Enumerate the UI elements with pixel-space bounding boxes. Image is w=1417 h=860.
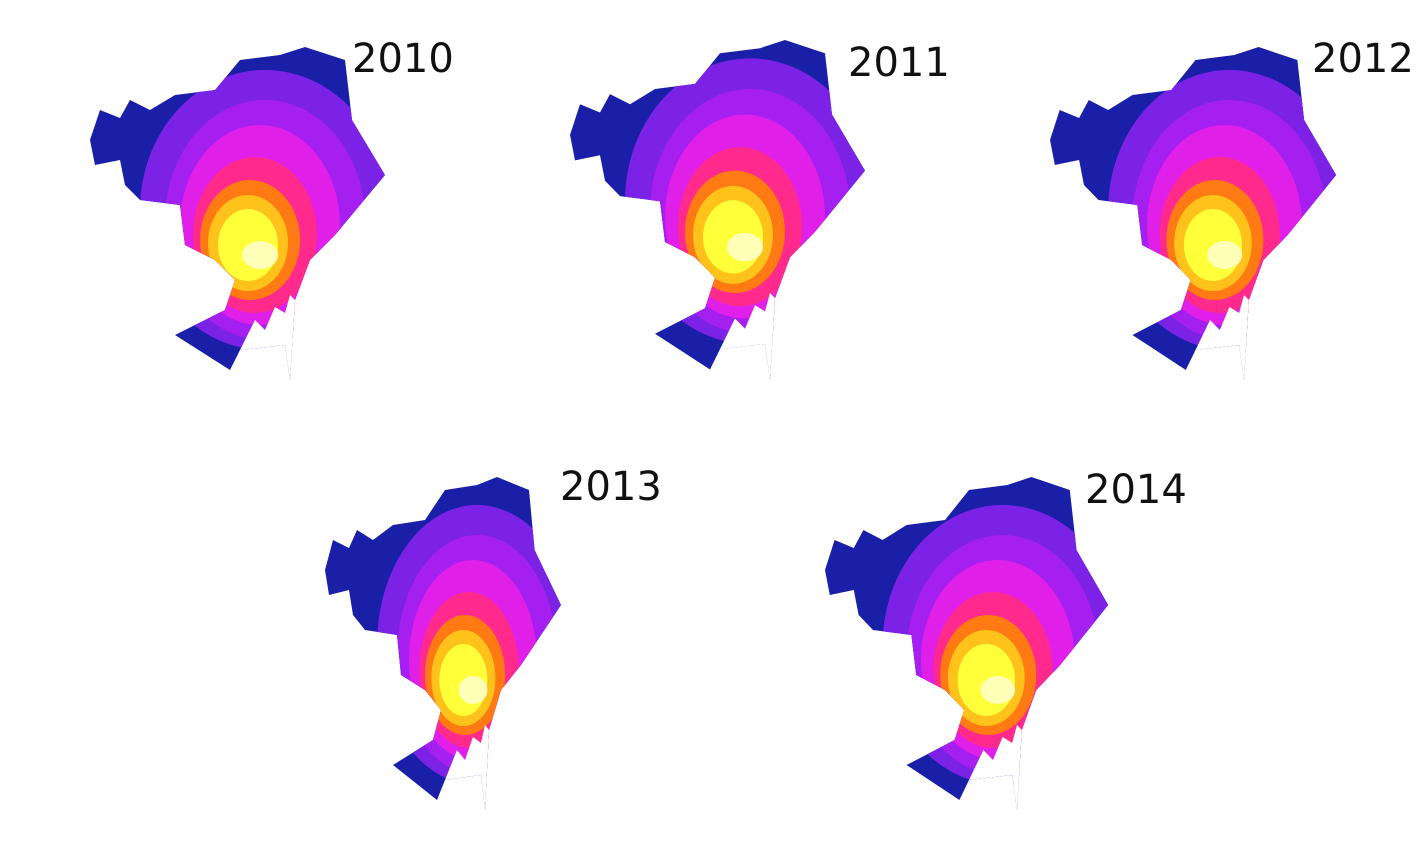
heat-band <box>242 241 278 269</box>
port <box>1195 295 1249 380</box>
year-label: 2012 <box>1312 36 1414 82</box>
year-label: 2014 <box>1085 467 1187 513</box>
heat-map <box>825 477 1109 810</box>
heat-map <box>1050 47 1337 380</box>
port <box>969 725 1022 810</box>
year-label: 2013 <box>560 464 662 510</box>
heat-map <box>570 40 865 380</box>
heat-map <box>90 47 385 380</box>
port <box>240 295 295 380</box>
heat-layers <box>625 58 865 344</box>
heat-layers <box>140 70 385 350</box>
heat-band <box>727 232 763 262</box>
heat-band <box>458 676 488 704</box>
year-label: 2010 <box>352 36 454 82</box>
heat-band <box>1207 241 1243 269</box>
port <box>445 725 489 810</box>
year-label: 2011 <box>848 40 950 86</box>
heat-map <box>325 477 562 810</box>
port <box>720 293 775 380</box>
heat-band <box>980 676 1016 704</box>
